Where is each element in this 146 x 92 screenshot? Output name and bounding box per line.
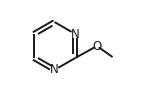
Text: O: O	[92, 39, 102, 53]
Text: N: N	[71, 28, 80, 41]
Text: N: N	[50, 63, 59, 76]
